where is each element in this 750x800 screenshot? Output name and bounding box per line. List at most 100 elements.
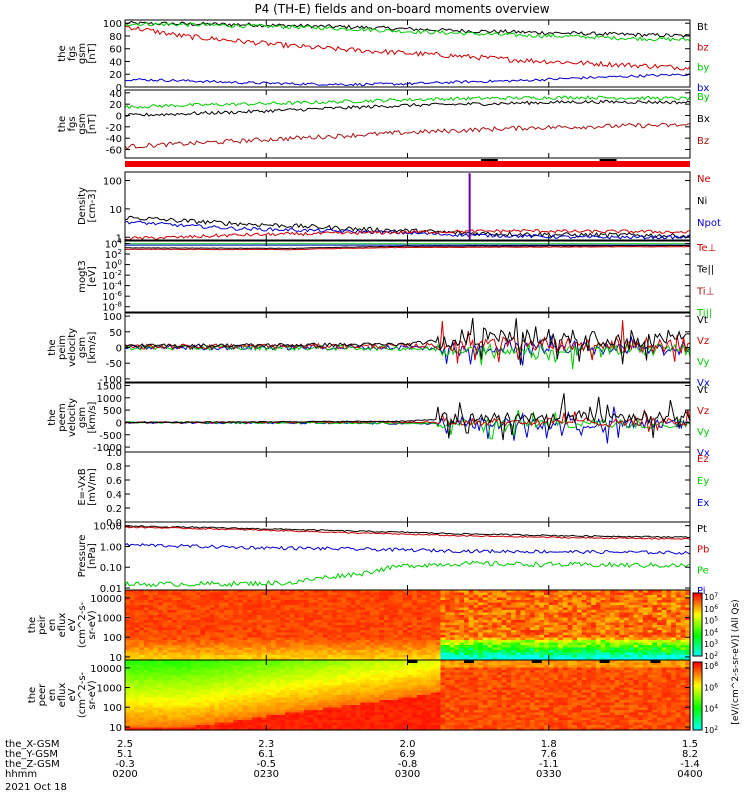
spectrogram-cell — [303, 657, 310, 661]
spectrogram-cell — [200, 642, 206, 646]
spectrogram-cell — [294, 725, 300, 729]
spectrogram-cell — [238, 630, 244, 634]
spectrogram-cell — [393, 610, 399, 614]
spectrogram-cell — [289, 672, 296, 676]
spectrogram-cell — [680, 647, 686, 651]
spectrogram-cell — [275, 627, 281, 631]
spectrogram-cell — [379, 592, 385, 596]
spectrogram-cell — [351, 647, 357, 651]
spectrogram-cell — [129, 625, 136, 629]
spectrogram-cell — [181, 700, 187, 704]
y-axis-label: the — [57, 45, 68, 61]
spectrogram-cell — [299, 622, 305, 626]
spectrogram-cell — [628, 647, 635, 651]
spectrogram-cell — [454, 622, 460, 626]
spectrogram-cell — [412, 600, 418, 604]
spectrogram-cell — [445, 647, 451, 651]
spectrogram-cell — [558, 637, 564, 641]
spectrogram-cell — [252, 642, 258, 646]
spectrogram-cell — [252, 695, 258, 699]
spectrogram-cell — [642, 590, 649, 594]
spectrogram-cell — [619, 627, 625, 631]
spectrogram-cell — [407, 640, 413, 644]
spectrogram-cell — [638, 632, 644, 636]
spectrogram-cell — [449, 620, 456, 624]
spectrogram-cell — [261, 672, 267, 676]
spectrogram-cell — [285, 630, 291, 634]
spectrogram-cell — [190, 717, 197, 721]
spectrogram-cell — [181, 710, 187, 714]
spectrogram-cell — [209, 637, 216, 641]
spectrogram-cell — [275, 625, 281, 629]
spectrogram-cell — [318, 607, 324, 611]
spectrogram-cell — [440, 620, 446, 624]
spectrogram-cell — [143, 642, 150, 646]
y-tick-label: 0.01 — [100, 584, 122, 595]
spectrogram-cell — [181, 715, 187, 719]
spectrogram-cell — [577, 657, 583, 661]
spectrogram-cell — [125, 627, 131, 631]
spectrogram-cell — [308, 702, 314, 706]
spectrogram-cell — [421, 647, 427, 651]
spectrogram-cell — [534, 620, 540, 624]
spectrogram-cell — [652, 642, 658, 646]
spectrogram-cell — [261, 610, 267, 614]
spectrogram-cell — [459, 605, 465, 609]
spectrogram-cell — [238, 715, 244, 719]
spectrogram-cell — [445, 605, 451, 609]
spectrogram-cell — [172, 682, 178, 686]
spectrogram-cell — [289, 657, 296, 661]
spectrogram-cell — [195, 680, 201, 684]
spectrogram-cell — [633, 630, 639, 634]
spectrogram-cell — [591, 615, 597, 619]
spectrogram-cell — [675, 592, 682, 596]
spectrogram-cell — [445, 590, 451, 594]
spectrogram-cell — [157, 595, 164, 599]
spectrogram-cell — [289, 710, 296, 714]
spectrogram-cell — [657, 620, 663, 624]
flag-bar — [125, 161, 690, 167]
spectrogram-cell — [478, 625, 484, 629]
spectrogram-cell — [139, 612, 145, 616]
spectrogram-cell — [515, 612, 522, 616]
spectrogram-cell — [125, 680, 131, 684]
spectrogram-cell — [209, 702, 216, 706]
spectrogram-cell — [205, 660, 211, 664]
spectrogram-cell — [605, 600, 611, 604]
spectrogram-cell — [534, 605, 540, 609]
spectrogram-cell — [205, 717, 211, 721]
spectrogram-cell — [642, 647, 649, 651]
spectrogram-cell — [506, 620, 512, 624]
spectrogram-cell — [628, 637, 635, 641]
spectrogram-cell — [181, 685, 187, 689]
spectrogram-cell — [595, 622, 602, 626]
spectrogram-cell — [548, 640, 555, 644]
spectrogram-cell — [125, 635, 131, 639]
spectrogram-cell — [459, 610, 465, 614]
spectrogram-cell — [172, 647, 178, 651]
spectrogram-cell — [313, 615, 319, 619]
spectrogram-cell — [459, 650, 465, 654]
spectrogram-cell — [379, 612, 385, 616]
spectrogram-cell — [176, 645, 183, 649]
spectrogram-cell — [134, 717, 140, 721]
spectrogram-cell — [205, 595, 211, 599]
spectrogram-cell — [412, 595, 418, 599]
spectrogram-cell — [652, 615, 658, 619]
spectrogram-cell — [544, 620, 550, 624]
spectrogram-cell — [125, 647, 131, 651]
spectrogram-cell — [308, 620, 314, 624]
spectrogram-cell — [539, 635, 545, 639]
spectrogram-cell — [459, 627, 465, 631]
spectrogram-cell — [148, 685, 154, 689]
spectrogram-cell — [464, 595, 470, 599]
spectrogram-cell — [181, 682, 187, 686]
spectrogram-cell — [562, 612, 569, 616]
spectrogram-cell — [172, 635, 178, 639]
spectrogram-cell — [176, 605, 183, 609]
spectrogram-cell — [148, 665, 154, 669]
spectrogram-cell — [143, 717, 150, 721]
spectrogram-cell — [388, 615, 394, 619]
spectrogram-cell — [186, 647, 192, 651]
spectrogram-cell — [515, 615, 522, 619]
